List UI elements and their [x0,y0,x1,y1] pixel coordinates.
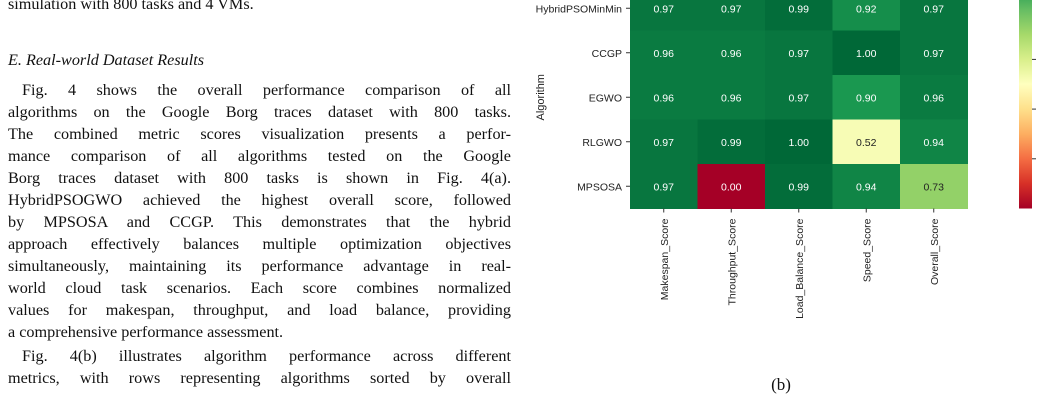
cell-value-label: 0.96 [654,92,675,104]
column-label: Overall_Score [929,218,941,285]
heatmap-cell [765,0,833,31]
paragraph-line: HybridPSOGWO achieved the highest overal… [8,191,511,209]
heatmap-cell [630,75,698,120]
previous-caption-fragment: simulation with 800 tasks and 4 VMs. [8,0,254,13]
row-label: EGWO [589,92,622,104]
paragraph-line: approach effectively balances multiple o… [8,235,511,253]
cell-value-label: 0.99 [789,3,810,15]
y-axis-label: Algorithm [535,74,547,120]
column-label: Load_Balance_Score [794,218,806,319]
heatmap-cell [900,164,968,209]
heatmap-cell [765,30,833,76]
row-label: HybridPSOMinMin [536,3,623,15]
heatmap-cell [630,119,698,165]
paragraph-line: mance comparison of all algorithms teste… [8,147,511,165]
cell-value-label: 0.97 [924,48,945,60]
figure-caption: (b) [771,375,791,394]
heatmap-cell [765,164,833,209]
cell-value-label: 0.92 [856,3,877,15]
figure-4b: 0.97 0.97 0.99 0.92 0.97 0.96 0.96 0.97 1.00 0.97… [525,0,1037,419]
paragraph-line: simultaneously, maintaining its performa… [8,257,511,275]
cell-value-label: 1.00 [856,48,877,60]
column-label: Makespan_Score [659,218,671,300]
cell-value-label: 0.94 [924,137,945,149]
paragraph-line: a comprehensive performance assessment. [8,323,284,341]
cell-value-label: 0.00 [721,181,742,193]
heatmap-cell [900,0,968,31]
heatmap-cell [832,30,901,76]
paragraph-line: world cloud task scenarios. Each score c… [8,279,511,297]
paragraph-line: Fig. 4 shows the overall performance com… [22,81,511,99]
cell-value-label: 0.97 [789,48,810,60]
heatmap-chart: 0.97 0.97 0.99 0.92 0.97 0.96 0.96 0.97 1.00 0.97… [535,0,1036,319]
cell-value-label: 0.99 [721,137,742,149]
colorbar [1019,0,1032,209]
heatmap-cell [765,75,833,120]
heatmap-cell [832,119,901,165]
column-label: Speed_Score [861,218,873,282]
paragraph-line: Borg traces dataset with 800 tasks is sh… [8,169,511,187]
cell-value-label: 0.97 [654,137,675,149]
cell-value-label: 0.96 [654,48,675,60]
column-label: Throughput_Score [726,218,738,305]
heatmap-cell [697,164,766,209]
heatmap-cell [900,30,968,76]
heatmap-cell [900,75,968,120]
row-label: RLGWO [582,137,622,149]
heatmap-cell [630,30,698,76]
row-label: CCGP [592,48,622,60]
heatmap-cell [630,164,698,209]
cell-value-label: 0.97 [721,3,742,15]
cell-value-label: 0.97 [924,3,945,15]
cell-value-label: 0.52 [856,137,877,149]
cell-value-label: 1.00 [789,137,810,149]
paragraph-line: values for makespan, throughput, and loa… [8,301,511,319]
heatmap-cell [630,0,698,31]
row-label: MPSOSA [577,181,622,193]
heatmap-cell [697,30,766,76]
paragraph-line: Fig. 4(b) illustrates algorithm performa… [22,347,511,365]
paragraph-line: The combined metric scores visualization… [8,125,511,143]
paragraph-line: metrics, with rows representing algorith… [8,369,511,387]
cell-value-label: 0.96 [721,48,742,60]
paragraph-line: by MPSOSA and CCGP. This demonstrates th… [8,213,511,231]
cell-value-label: 0.73 [924,181,945,193]
heatmap-cell [832,164,901,209]
heatmap-cell [832,0,901,31]
cell-value-label: 0.97 [789,92,810,104]
cell-value-label: 0.90 [856,92,877,104]
cell-value-label: 0.96 [721,92,742,104]
section-heading: E. Real-world Dataset Results [8,51,205,69]
cell-value-label: 0.97 [654,3,675,15]
heatmap-cell [832,75,901,120]
heatmap-cell [900,119,968,165]
cell-value-label: 0.99 [789,181,810,193]
paragraph-line: algorithms on the Google Borg traces dat… [8,103,511,121]
heatmap-cell [765,119,833,165]
cell-value-label: 0.97 [654,181,675,193]
heatmap-cell [697,75,766,120]
heatmap-cell [697,0,766,31]
cell-value-label: 0.96 [924,92,945,104]
cell-value-label: 0.94 [856,181,877,193]
heatmap-cell [697,119,766,165]
